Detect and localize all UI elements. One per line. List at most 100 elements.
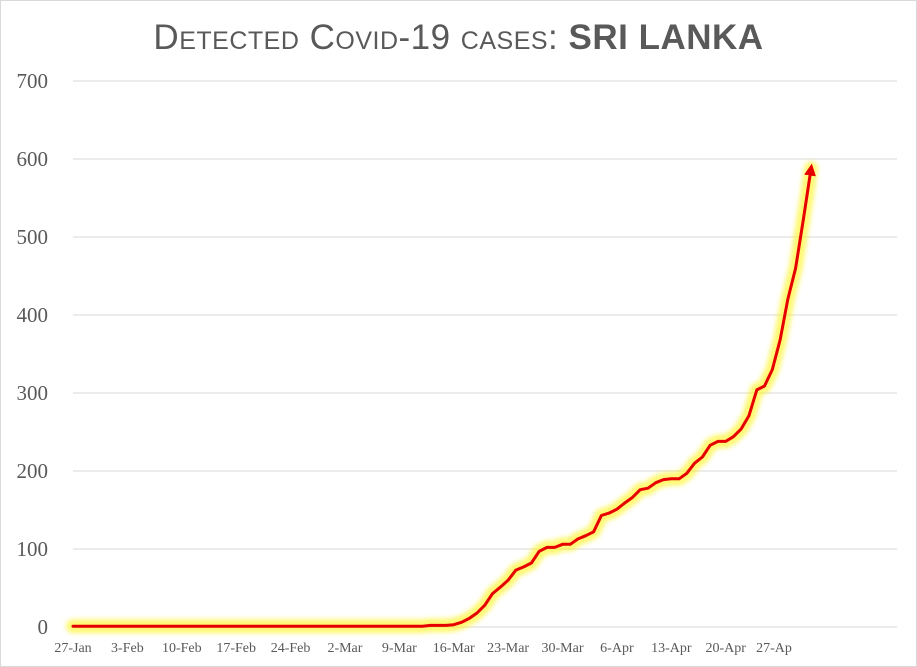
data-point	[87, 625, 90, 628]
data-point	[514, 569, 517, 571]
chart-title-country: SRI LANKA	[568, 18, 764, 57]
x-tick-label: 30-Mar	[542, 641, 584, 656]
data-point	[802, 218, 805, 220]
data-point	[281, 625, 284, 628]
data-point	[180, 625, 183, 628]
data-point	[452, 623, 455, 626]
chart-title-main: Detected Covid-19 cases:	[153, 18, 569, 57]
data-point	[561, 543, 564, 546]
data-point	[530, 562, 533, 564]
data-point	[204, 625, 206, 628]
data-point	[320, 625, 323, 628]
data-point	[165, 625, 168, 628]
y-tick-label: 300	[17, 381, 49, 405]
data-point	[118, 625, 121, 628]
data-point	[460, 621, 463, 624]
data-point	[359, 625, 362, 628]
data-point	[305, 625, 307, 628]
data-point	[312, 625, 315, 628]
data-point	[103, 625, 105, 628]
series-line	[71, 163, 816, 628]
data-point	[110, 625, 113, 628]
y-tick-label: 200	[17, 459, 49, 483]
data-point	[413, 625, 416, 628]
data-point	[771, 368, 774, 371]
data-point	[600, 514, 603, 517]
data-point	[149, 625, 152, 628]
data-point	[134, 625, 137, 628]
data-point	[421, 625, 424, 628]
data-point	[297, 625, 300, 628]
x-tick-label: 16-Mar	[433, 641, 475, 656]
data-point	[429, 624, 432, 627]
data-point	[748, 414, 750, 417]
data-point	[243, 625, 245, 628]
x-tick-label: 3-Feb	[111, 641, 144, 656]
data-point	[406, 625, 409, 628]
data-point	[188, 625, 191, 628]
data-point	[344, 625, 346, 628]
data-point	[507, 579, 510, 582]
data-point	[670, 477, 673, 480]
x-tick-label: 6-Apr	[600, 641, 634, 656]
data-point	[437, 624, 440, 627]
data-point	[522, 566, 525, 568]
data-point	[336, 625, 339, 628]
data-point	[717, 440, 719, 443]
data-point	[662, 478, 665, 481]
chart-title: Detected Covid-19 cases: SRI LANKA	[0, 18, 917, 58]
data-point	[763, 385, 766, 387]
data-point	[173, 625, 175, 628]
data-point	[157, 625, 160, 628]
data-point	[623, 502, 626, 504]
data-point	[289, 625, 292, 628]
data-point	[631, 496, 634, 499]
data-point	[258, 625, 261, 628]
data-point	[72, 625, 74, 628]
series-line-layer	[71, 163, 816, 628]
data-point	[732, 435, 735, 438]
data-point	[616, 508, 618, 511]
data-point	[211, 625, 214, 628]
data-point	[266, 625, 269, 628]
data-point	[810, 167, 813, 170]
data-point	[476, 612, 478, 614]
data-point	[693, 462, 696, 465]
data-point	[592, 530, 595, 533]
data-point	[546, 546, 548, 549]
data-point	[79, 625, 82, 628]
data-point	[608, 512, 611, 515]
x-tick-label: 2-Mar	[327, 641, 362, 656]
data-point	[196, 625, 199, 628]
y-tick-label: 0	[38, 615, 49, 639]
x-tick-label: 27-Ap	[756, 641, 792, 656]
x-tick-label: 9-Mar	[382, 641, 417, 656]
drop-lines	[461, 168, 812, 627]
data-point	[126, 625, 129, 628]
data-point	[95, 625, 98, 628]
data-point	[468, 617, 471, 620]
y-tick-label: 600	[17, 147, 49, 171]
data-point	[701, 456, 704, 458]
data-point	[569, 543, 572, 546]
x-tick-label: 13-Apr	[651, 641, 692, 656]
data-point	[445, 624, 447, 627]
data-point	[724, 440, 727, 443]
data-point	[274, 625, 276, 628]
y-tick-label: 400	[17, 303, 49, 327]
y-tick-label: 700	[17, 69, 49, 93]
data-point	[219, 625, 222, 628]
data-point	[740, 427, 743, 430]
data-point	[794, 267, 797, 270]
x-tick-label: 10-Feb	[162, 641, 202, 656]
data-point	[491, 592, 494, 595]
data-point	[351, 625, 354, 628]
data-point	[779, 339, 781, 341]
data-point	[553, 546, 556, 549]
data-point	[367, 625, 370, 628]
data-point	[647, 487, 649, 490]
data-point	[235, 625, 238, 628]
data-point	[375, 625, 377, 628]
data-point	[755, 388, 758, 391]
